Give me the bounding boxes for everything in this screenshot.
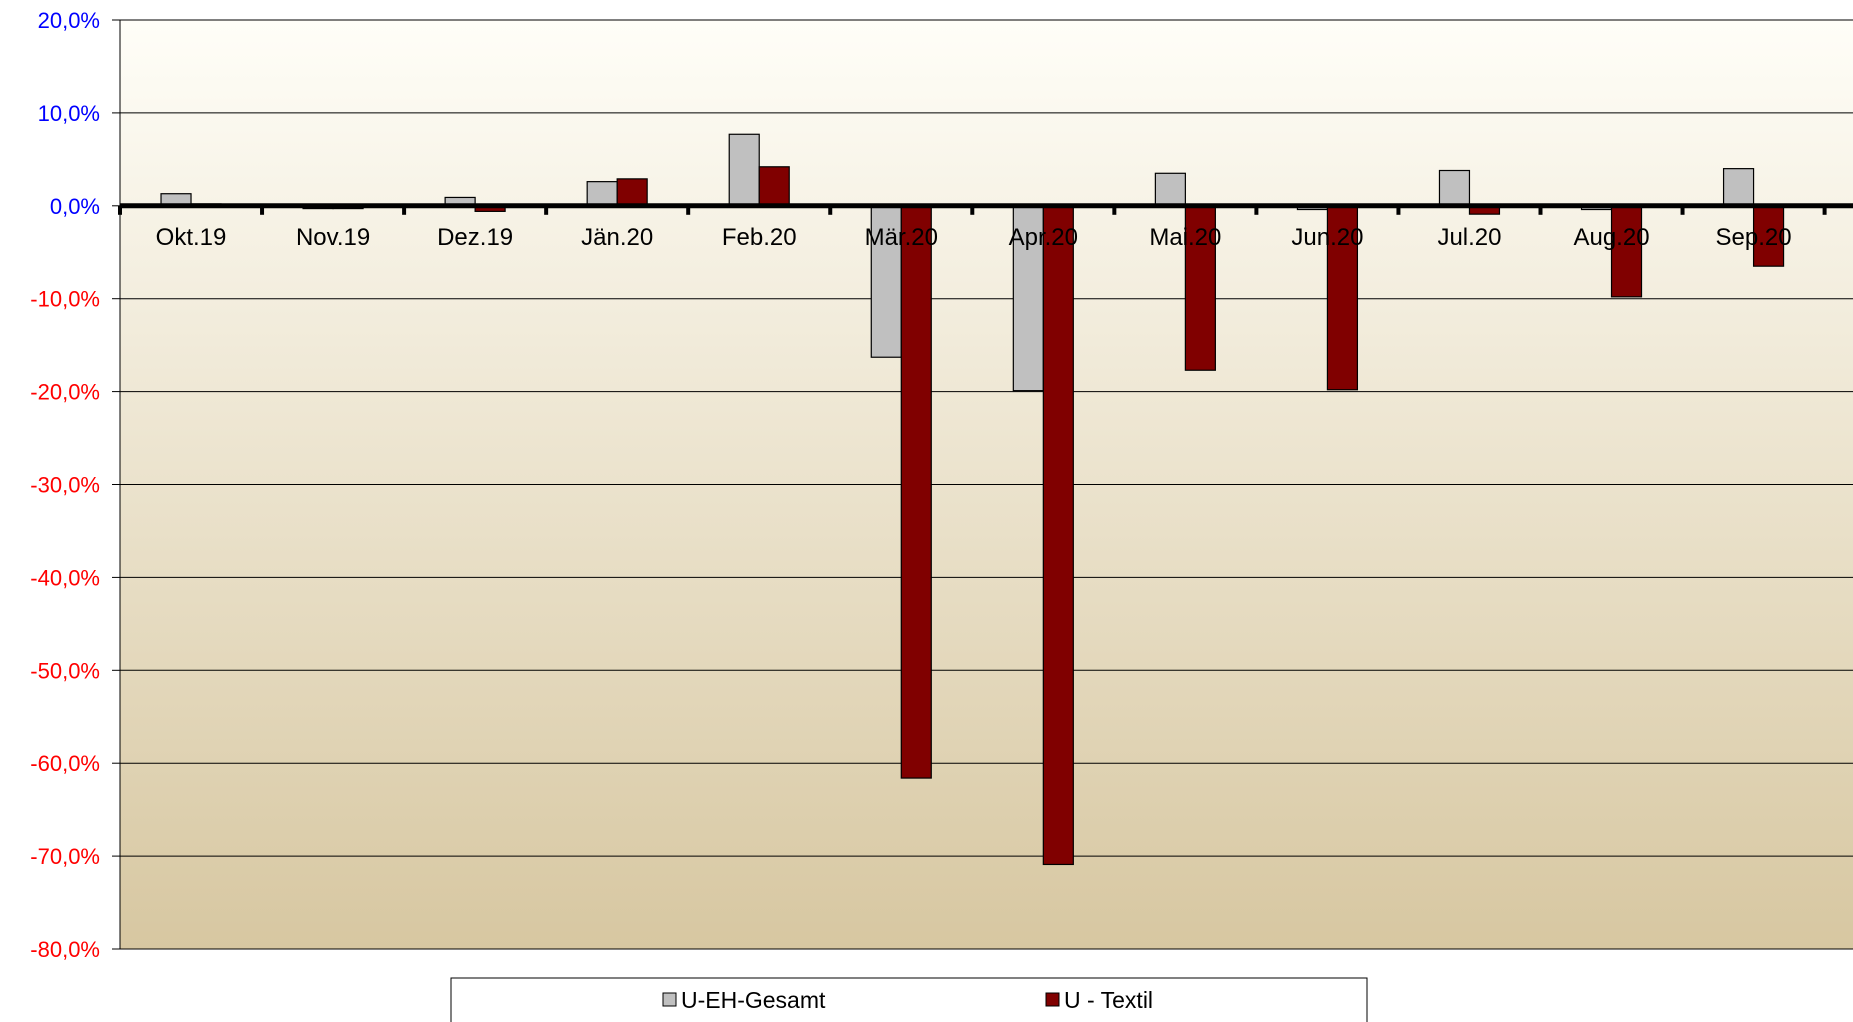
x-tick-label: Mai.20 — [1149, 224, 1221, 251]
bar — [1438, 169, 1471, 207]
bar — [1722, 168, 1755, 207]
x-tick-label: Feb.20 — [722, 224, 797, 251]
bar — [728, 133, 760, 207]
y-tick-label: -70,0% — [30, 844, 100, 869]
bars — [160, 133, 1785, 866]
bar — [1154, 172, 1186, 207]
legend-swatch — [1045, 992, 1060, 1007]
legend-box — [450, 977, 1368, 1022]
x-tick-label: Jän.20 — [581, 224, 653, 251]
y-tick-label: -50,0% — [30, 658, 100, 683]
bar — [1042, 205, 1074, 866]
x-tick-label: Sep.20 — [1716, 224, 1792, 251]
y-tick-label: -80,0% — [30, 937, 100, 962]
x-tick-label: Dez.19 — [437, 224, 513, 251]
bar — [616, 178, 648, 207]
legend-label: U-EH-Gesamt — [681, 987, 826, 1013]
x-tick-label: Okt.19 — [156, 224, 227, 251]
bar — [758, 166, 790, 207]
y-tick-label: -40,0% — [30, 565, 100, 590]
x-tick-label: Jun.20 — [1291, 224, 1363, 251]
bar — [1752, 205, 1785, 267]
x-tick-label: Aug.20 — [1573, 224, 1649, 251]
x-tick-label: Nov.19 — [296, 224, 370, 251]
legend-label: U - Textil — [1064, 987, 1153, 1013]
y-tick-label: -20,0% — [30, 380, 100, 405]
y-tick-label: -10,0% — [30, 287, 100, 312]
bar — [1610, 205, 1643, 298]
bar — [586, 181, 618, 207]
x-tick-label: Jul.20 — [1437, 224, 1501, 251]
bar — [1012, 205, 1044, 392]
bar — [900, 205, 932, 779]
legend-swatch — [662, 992, 677, 1007]
y-tick-label: 10,0% — [38, 101, 100, 126]
y-axis: 20,0% 10,0% 0,0% -10,0% -20,0% -30,0% -40,0% -5… — [30, 8, 121, 962]
bar — [1326, 205, 1359, 391]
y-tick-label: -30,0% — [30, 473, 100, 498]
y-tick-label: 0,0% — [50, 194, 100, 219]
x-tick-label: Apr.20 — [1009, 224, 1078, 251]
bar — [1184, 205, 1216, 371]
legend: U-EH-Gesamt U - Textil — [450, 977, 1368, 1022]
x-axis: Okt.19 Nov.19 Dez.19 Jän.20 Feb.20 Mär.20 Apr.… — [118, 203, 1853, 251]
y-tick-label: -60,0% — [30, 751, 100, 776]
x-tick-label: Mär.20 — [865, 224, 938, 251]
y-tick-label: 20,0% — [38, 8, 100, 33]
